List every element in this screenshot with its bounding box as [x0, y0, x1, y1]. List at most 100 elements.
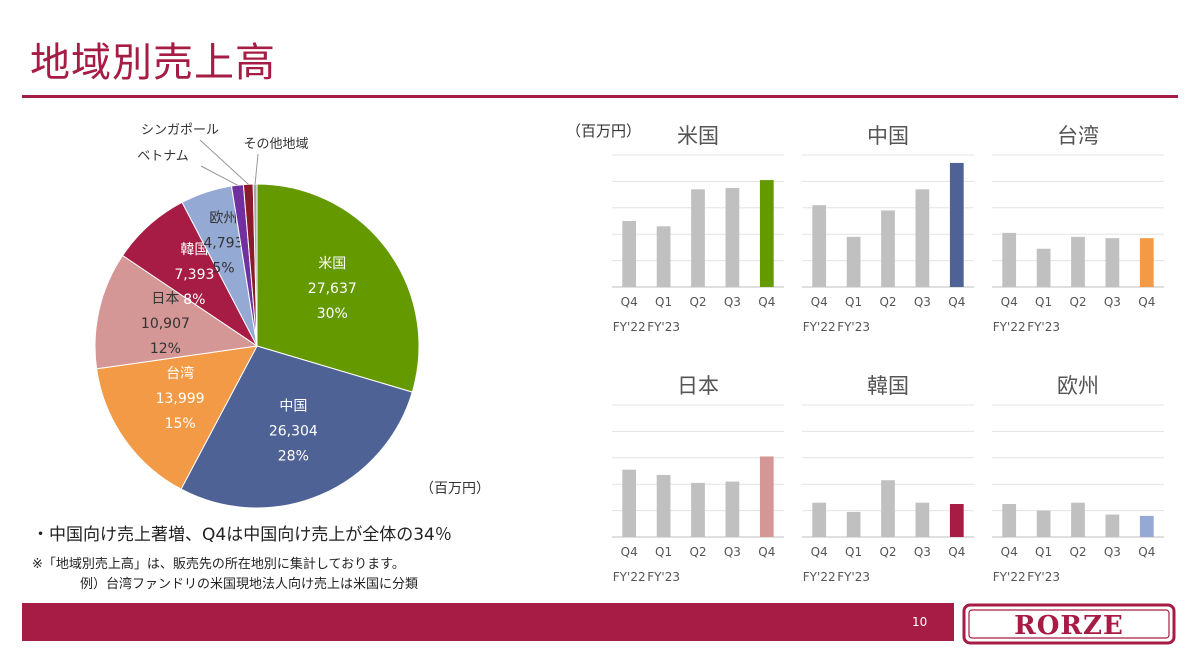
pie-leader-other — [254, 153, 259, 185]
bar-chart-svg-europe: 欧州 Q4 Q1 Q2 Q3 Q4 FY'22 FY'23 — [992, 374, 1164, 584]
pie-leader-vietnam — [200, 165, 238, 186]
bar-korea-0 — [812, 502, 827, 537]
bar-chart-title-taiwan: 台湾 — [1057, 124, 1099, 148]
bar-chart-svg-japan: 日本 Q4 Q1 Q2 Q3 Q4 FY'22 FY'23 — [612, 374, 784, 584]
bar-tick-label: Q2 — [1069, 295, 1086, 309]
page-number: 10 — [912, 615, 928, 629]
bar-tick-label: Q3 — [914, 295, 931, 309]
bar-europe-2 — [1071, 502, 1085, 537]
bar-japan-3 — [725, 481, 740, 537]
pie-label-usa-value: 27,637 — [308, 281, 357, 297]
bar-chart-title-usa: 米国 — [677, 124, 719, 148]
pie-leader-singapore — [199, 139, 249, 185]
bar-japan-2 — [691, 482, 705, 537]
fiscal-year-label: FY'22 — [993, 320, 1026, 334]
bar-taiwan-0 — [1002, 232, 1017, 287]
bar-china-2 — [881, 210, 895, 287]
bar-tick-label: Q2 — [689, 545, 706, 559]
pie-label-taiwan-name: 台湾 — [166, 365, 194, 382]
bar-china-3 — [915, 189, 930, 287]
bar-tick-label: Q4 — [1001, 295, 1018, 309]
fiscal-year-label: FY'23 — [1027, 320, 1060, 334]
bar-tick-label: Q4 — [621, 545, 638, 559]
bar-tick-label: Q4 — [758, 295, 775, 309]
svg-text:RORZE: RORZE — [1014, 611, 1124, 641]
bar-chart-usa: 米国 Q4 Q1 Q2 Q3 Q4 FY'22 FY'23 — [600, 115, 800, 335]
bar-tick-label: Q4 — [811, 545, 828, 559]
bar-korea-2 — [881, 480, 895, 537]
page-title: 地域別売上高 — [30, 40, 276, 86]
pie-label-japan-name: 日本 — [151, 291, 179, 307]
bar-tick-label: Q3 — [1104, 545, 1121, 559]
bar-tick-label: Q2 — [879, 545, 896, 559]
pie-slice-china — [180, 345, 413, 509]
footnote-1: ※「地域別売上高」は、販売先の所在地別に集計しております。 — [32, 557, 405, 572]
pie-label-korea-percent: 8% — [183, 292, 205, 308]
bar-chart-title-japan: 日本 — [677, 374, 719, 398]
bar-chart-taiwan: 台湾 Q4 Q1 Q2 Q3 Q4 FY'22 FY'23 — [980, 115, 1180, 335]
bar-china-0 — [812, 205, 827, 287]
bar-korea-4 — [949, 504, 964, 537]
pie-label-china-name: 中国 — [279, 399, 307, 415]
title-divider — [22, 95, 1178, 98]
pie-label-taiwan-value: 13,999 — [156, 391, 205, 407]
pie-slice-other — [252, 183, 258, 347]
pie-label-usa-percent: 30% — [317, 306, 348, 322]
bar-tick-label: Q4 — [948, 295, 965, 309]
pie-label-china-value: 26,304 — [269, 424, 318, 440]
fiscal-year-label: FY'22 — [803, 570, 836, 584]
bar-tick-label: Q3 — [1104, 295, 1121, 309]
bar-chart-svg-usa: 米国 Q4 Q1 Q2 Q3 Q4 FY'22 FY'23 — [612, 124, 784, 334]
bar-tick-label: Q2 — [1069, 545, 1086, 559]
bar-korea-3 — [915, 502, 930, 537]
pie-label-singapore: シンガポール — [141, 123, 219, 138]
pie-slice-taiwan — [96, 345, 258, 490]
bar-tick-label: Q1 — [1035, 295, 1052, 309]
bar-usa-4 — [759, 180, 774, 287]
bar-europe-1 — [1036, 510, 1051, 537]
fiscal-year-label: FY'22 — [613, 570, 646, 584]
pie-unit-label: （百万円） — [420, 481, 490, 497]
bar-tick-label: Q4 — [1138, 545, 1155, 559]
bar-europe-3 — [1105, 514, 1120, 537]
bar-tick-label: Q1 — [845, 295, 862, 309]
pie-label-taiwan-percent: 15% — [165, 416, 196, 432]
bar-tick-label: Q4 — [758, 545, 775, 559]
fiscal-year-label: FY'23 — [837, 320, 870, 334]
pie-label-other: その他地域 — [243, 137, 308, 152]
pie-label-vietnam: ベトナム — [137, 149, 189, 164]
bar-chart-china: 中国 Q4 Q1 Q2 Q3 Q4 FY'22 FY'23 — [790, 115, 990, 335]
bar-tick-label: Q4 — [1001, 545, 1018, 559]
bar-tick-label: Q3 — [914, 545, 931, 559]
bar-tick-label: Q1 — [655, 545, 672, 559]
bar-tick-label: Q3 — [724, 295, 741, 309]
pie-label-korea-name: 韓国 — [180, 242, 208, 258]
bar-tick-label: Q4 — [621, 295, 638, 309]
bar-chart-svg-korea: 韓国 Q4 Q1 Q2 Q3 Q4 FY'22 FY'23 — [802, 374, 974, 584]
bar-taiwan-1 — [1036, 248, 1051, 287]
fiscal-year-label: FY'22 — [803, 320, 836, 334]
pie-slice-usa — [256, 183, 420, 393]
bar-chart-title-korea: 韓国 — [867, 374, 909, 398]
bar-tick-label: Q4 — [811, 295, 828, 309]
bar-korea-1 — [846, 511, 861, 537]
bar-tick-label: Q2 — [689, 295, 706, 309]
bar-unit-label: （百万円） — [566, 122, 642, 140]
bar-china-1 — [846, 236, 861, 287]
bar-tick-label: Q1 — [1035, 545, 1052, 559]
bar-chart-europe: 欧州 Q4 Q1 Q2 Q3 Q4 FY'22 FY'23 — [980, 365, 1180, 585]
fiscal-year-label: FY'23 — [1027, 570, 1060, 584]
fiscal-year-label: FY'22 — [613, 320, 646, 334]
bar-usa-1 — [656, 226, 671, 287]
pie-chart-svg: 米国 27,637 30% 中国 26,304 28% 台湾 13,999 15% 日本 10,90… — [94, 123, 420, 509]
bar-chart-title-europe: 欧州 — [1057, 374, 1099, 398]
bar-usa-3 — [725, 188, 740, 287]
pie-label-europe-value: 4,793 — [203, 235, 243, 251]
bar-taiwan-3 — [1105, 238, 1120, 287]
bar-chart-svg-china: 中国 Q4 Q1 Q2 Q3 Q4 FY'22 FY'23 — [802, 124, 974, 334]
bar-tick-label: Q4 — [1138, 295, 1155, 309]
bar-chart-title-china: 中国 — [867, 124, 909, 148]
pie-label-china-percent: 28% — [278, 449, 309, 465]
bar-chart-korea: 韓国 Q4 Q1 Q2 Q3 Q4 FY'22 FY'23 — [790, 365, 990, 585]
bar-japan-1 — [656, 474, 671, 537]
